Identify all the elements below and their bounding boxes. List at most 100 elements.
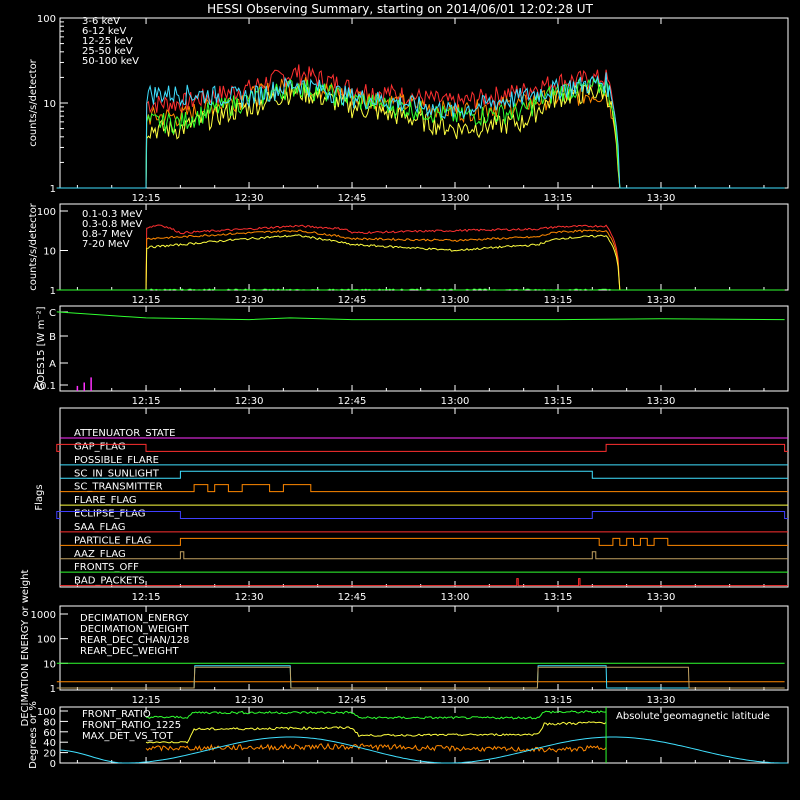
y-tick-label: A0.1 xyxy=(33,381,56,392)
y-tick-label: 100 xyxy=(37,707,56,718)
y-axis-label: counts/s/detector xyxy=(28,58,39,146)
series-line-0.3-0.8-MeV xyxy=(56,229,785,291)
flag-label: GAP_FLAG xyxy=(74,441,126,452)
flag-label: BAD_PACKETS xyxy=(74,576,145,587)
x-tick-label: 13:15 xyxy=(544,592,573,603)
legend-entry: 0.3-0.8 MeV xyxy=(82,219,142,230)
y-axis-label: Degrees or % xyxy=(28,701,39,769)
series-line-FRONT_RATIO xyxy=(145,710,607,720)
x-tick-label: 13:15 xyxy=(544,695,573,706)
flag-label: SAA_FLAG xyxy=(74,522,125,533)
y-tick-label: 10 xyxy=(43,659,56,670)
x-tick-label: 12:15 xyxy=(132,695,161,706)
panel-frame xyxy=(59,203,789,291)
x-tick-label: 12:30 xyxy=(235,592,264,603)
y-tick-label: 10 xyxy=(43,247,56,258)
flag-label: POSSIBLE_FLARE xyxy=(74,455,159,466)
chart-title: HESSI Observing Summary, starting on 201… xyxy=(207,2,593,16)
flag-label: ATTENUATOR_STATE xyxy=(74,428,175,439)
series-line-FRONT_RATIO_1225 xyxy=(145,721,607,744)
x-tick-label: 13:30 xyxy=(647,396,676,407)
y-tick-label: 100 xyxy=(37,207,56,218)
legend-entry: REAR_DEC_WEIGHT xyxy=(80,646,179,657)
panel-frame xyxy=(59,407,789,588)
y-tick-label: 1 xyxy=(50,286,56,297)
x-tick-label: 12:45 xyxy=(338,193,367,204)
panel-flags: 12:15 12:30 12:45 13:00 13:15 13:30 Flags ATTEN… xyxy=(34,407,789,603)
panel-frame xyxy=(59,706,789,764)
legend-entry: 3-6 keV xyxy=(82,16,120,27)
x-tick-label: 12:30 xyxy=(235,695,264,706)
y-tick-label: A xyxy=(49,359,56,370)
y-tick-label: 1000 xyxy=(31,610,56,621)
legend-entry: 0.8-7 MeV xyxy=(82,229,133,240)
flag-line-BAD_PACKETS xyxy=(60,578,788,587)
x-tick-label: 13:00 xyxy=(441,193,470,204)
flag-label: ECLIPSE_FLAG xyxy=(74,509,145,520)
flag-label: FLARE_FLAG xyxy=(74,495,137,506)
y-tick-label: B xyxy=(49,332,56,343)
x-tick-label: 13:30 xyxy=(647,295,676,306)
series-line-0.1-0.3-MeV xyxy=(56,224,785,291)
y-tick-label: 60 xyxy=(43,728,56,739)
panel-goes: 12:15 12:30 12:45 13:00 13:15 13:30 GOES15 [W … xyxy=(33,305,789,407)
y-tick-label: 100 xyxy=(37,14,56,25)
x-tick-label: 13:15 xyxy=(544,295,573,306)
flag-label: AAZ_FLAG xyxy=(74,549,126,560)
y-axis-label: DECIMATION ENERGY or weight xyxy=(20,569,31,726)
series-line-REAR_DEC_CHAN/128 xyxy=(56,665,785,689)
y-tick-label: 1 xyxy=(50,684,56,695)
geomagnetic-latitude-line xyxy=(59,736,788,764)
flag-line-GAP_FLAG xyxy=(56,443,788,452)
x-tick-label: 12:45 xyxy=(338,695,367,706)
panel-count-rates-low: 12:15 12:30 12:45 13:00 13:15 13:30 counts/s/d… xyxy=(28,14,789,204)
flag-line-ECLIPSE_FLAG xyxy=(56,511,788,519)
y-axis-label: GOES15 [W m⁻²] xyxy=(36,306,47,390)
flag-label: PARTICLE_FLAG xyxy=(74,535,151,546)
legend-entry: 7-20 MeV xyxy=(82,239,130,250)
x-tick-label: 12:30 xyxy=(235,193,264,204)
x-tick-label: 13:00 xyxy=(441,295,470,306)
x-tick-label: 12:45 xyxy=(338,396,367,407)
x-tick-label: 12:15 xyxy=(132,295,161,306)
x-tick-label: 12:15 xyxy=(132,396,161,407)
x-tick-label: 13:15 xyxy=(544,193,573,204)
flag-line-PARTICLE_FLAG xyxy=(60,537,788,546)
flag-line-SC_TRANSMITTER xyxy=(60,484,788,493)
flag-label: FRONTS_OFF xyxy=(74,562,139,573)
series-line-0.8-7-MeV xyxy=(56,234,785,291)
legend-entry: 0.1-0.3 MeV xyxy=(82,209,142,220)
x-tick-label: 12:15 xyxy=(132,193,161,204)
y-tick-label: 100 xyxy=(37,635,56,646)
x-tick-label: 13:00 xyxy=(441,592,470,603)
y-tick-label: 10 xyxy=(43,99,56,110)
x-tick-label: 13:30 xyxy=(647,193,676,204)
x-tick-label: 13:30 xyxy=(647,695,676,706)
x-tick-label: 12:45 xyxy=(338,295,367,306)
x-tick-label: 12:45 xyxy=(338,592,367,603)
series-line-50-100-keV xyxy=(56,72,785,189)
legend-entry: 12-25 keV xyxy=(82,36,133,47)
goes-long-line xyxy=(56,311,785,321)
y-tick-label: 0 xyxy=(50,759,56,770)
legend-entry: 25-50 keV xyxy=(82,46,133,57)
y-tick-label: 1 xyxy=(50,184,56,195)
x-tick-label: 12:30 xyxy=(235,295,264,306)
x-tick-label: 12:30 xyxy=(235,396,264,407)
annotation-geomagnetic-latitude: Absolute geomagnetic latitude xyxy=(616,711,770,722)
y-axis-label: counts/s/detector xyxy=(28,202,39,290)
legend-entry: DECIMATION_WEIGHT xyxy=(80,624,189,635)
flag-label: SC_IN_SUNLIGHT xyxy=(74,468,160,479)
panel-frame xyxy=(59,605,789,691)
y-tick-label: 40 xyxy=(43,738,56,749)
legend-entry: 6-12 keV xyxy=(82,26,126,37)
legend-entry: FRONT_RATIO xyxy=(82,709,151,720)
legend-entry: DECIMATION_ENERGY xyxy=(80,613,189,624)
y-tick-label: 80 xyxy=(43,717,56,728)
series-line-REAR_DEC_WEIGHT xyxy=(56,666,785,689)
flag-line-SC_IN_SUNLIGHT xyxy=(60,470,788,479)
x-tick-label: 13:30 xyxy=(647,592,676,603)
legend-entry: MAX_DET_VS_TOT xyxy=(82,731,174,742)
